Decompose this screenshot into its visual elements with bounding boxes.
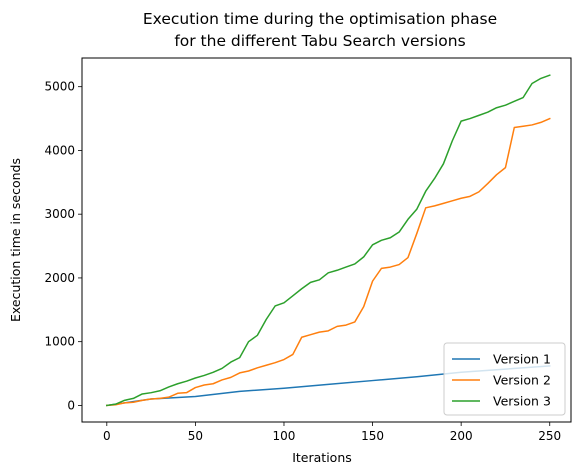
y-axis-label: Execution time in seconds: [8, 158, 23, 322]
legend-label-version-1: Version 1: [493, 352, 551, 367]
x-tick-label: 50: [188, 429, 203, 443]
x-tick-label: 0: [103, 429, 111, 443]
y-tick-label: 2000: [44, 271, 75, 285]
legend-label-version-3: Version 3: [493, 394, 551, 409]
x-tick-label: 200: [450, 429, 473, 443]
legend-label-version-2: Version 2: [493, 373, 551, 388]
x-tick-label: 150: [361, 429, 384, 443]
plot-frame: [81, 57, 572, 423]
legend-box: [443, 342, 566, 416]
y-tick-label: 4000: [44, 143, 75, 157]
series-line-version-2: [105, 117, 551, 407]
x-axis-label: Iterations: [292, 450, 352, 465]
x-tick-label: 250: [538, 429, 561, 443]
chart-title-line-1: Execution time during the optimisation p…: [143, 10, 497, 28]
y-tick-label: 5000: [44, 80, 75, 94]
x-tick-label: 100: [273, 429, 296, 443]
chart-title-line-2: for the different Tabu Search versions: [174, 32, 465, 50]
y-tick-label: 3000: [44, 207, 75, 221]
series-line-version-3: [105, 74, 551, 407]
y-tick-label: 0: [67, 398, 75, 412]
legend: Version 1 Version 2 Version 3: [443, 342, 566, 416]
y-axis-ticks: 0 1000 2000 3000 4000 5000: [44, 80, 82, 412]
y-tick-label: 1000: [44, 335, 75, 349]
x-axis-ticks: 0 50 100 150 200 250: [103, 422, 561, 443]
